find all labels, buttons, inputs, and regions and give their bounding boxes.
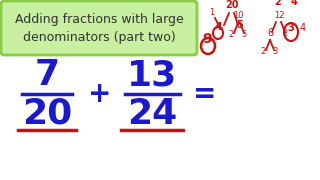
- Text: 6: 6: [267, 28, 273, 38]
- Text: 3: 3: [272, 47, 278, 56]
- Text: +: +: [88, 80, 112, 108]
- Text: 5: 5: [236, 20, 244, 30]
- Text: 5: 5: [241, 30, 247, 39]
- Text: 7: 7: [35, 58, 60, 92]
- Text: 12: 12: [274, 11, 284, 20]
- Text: denominators (part two): denominators (part two): [23, 31, 175, 44]
- Text: 20: 20: [225, 0, 239, 10]
- Text: 4: 4: [300, 23, 306, 33]
- Text: 9: 9: [202, 32, 212, 46]
- Text: 24: 24: [127, 97, 177, 131]
- Text: 1: 1: [209, 8, 215, 17]
- Text: Adding fractions with large: Adding fractions with large: [15, 12, 183, 26]
- FancyBboxPatch shape: [1, 1, 197, 55]
- Text: 10: 10: [233, 11, 243, 20]
- Text: 3: 3: [288, 23, 294, 33]
- Text: 2: 2: [282, 29, 288, 38]
- Text: 2: 2: [228, 30, 234, 39]
- Text: 20: 20: [22, 97, 72, 131]
- Text: 2: 2: [260, 47, 266, 56]
- Text: 2: 2: [275, 0, 281, 7]
- Text: 4: 4: [291, 0, 297, 7]
- Text: 13: 13: [127, 58, 177, 92]
- Text: =: =: [193, 80, 217, 108]
- Text: 4: 4: [214, 22, 222, 32]
